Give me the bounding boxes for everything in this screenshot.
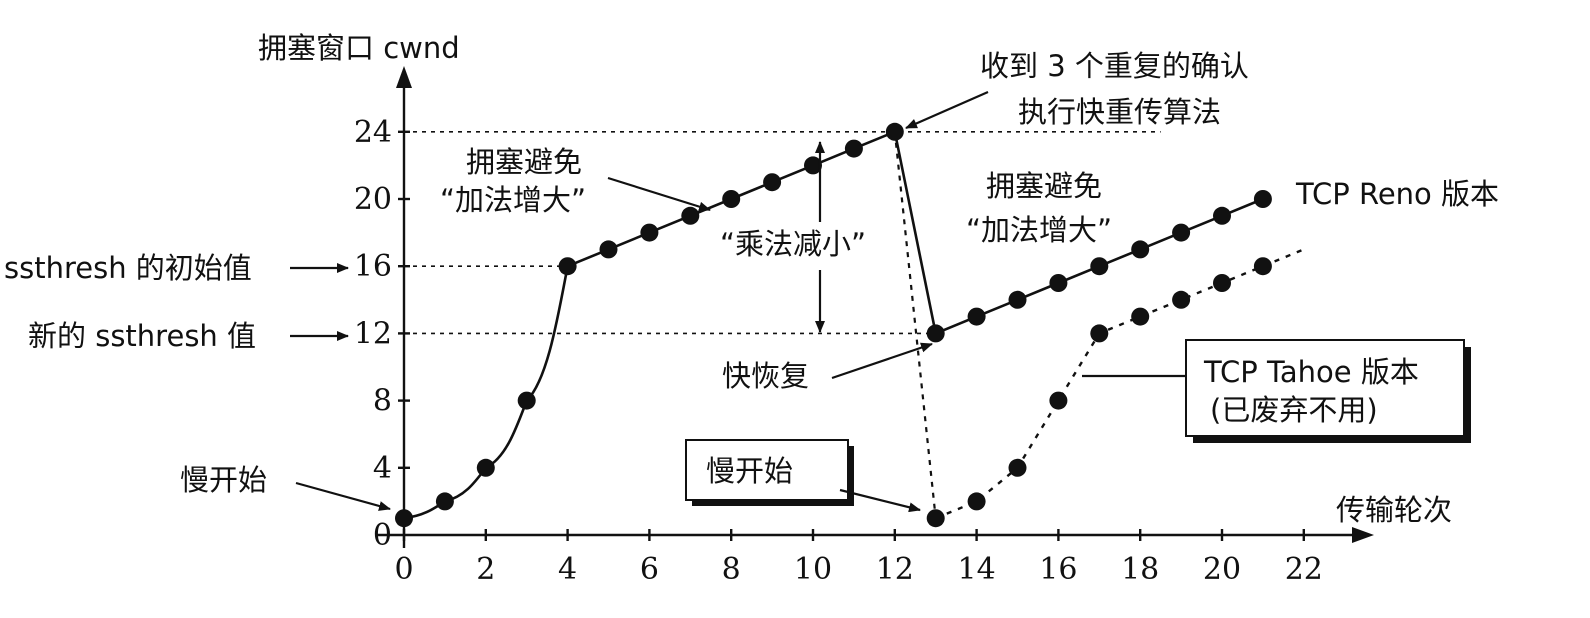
tahoe-label-2: (已废弃不用) [1210, 393, 1378, 427]
reno-point [1172, 223, 1191, 242]
y-axis-label: 拥塞窗口 cwnd [258, 31, 460, 65]
x-tick-label: 18 [1121, 552, 1159, 587]
reno-series-line [567, 129, 1264, 336]
tahoe-point [1213, 274, 1231, 292]
slow-start-arrow-2 [839, 488, 921, 513]
x-tick-label: 16 [1039, 552, 1077, 587]
cong-avoid-label-1b: “加法增大” [440, 183, 586, 217]
fast-retransmit-label-2: 执行快重传算法 [1018, 95, 1221, 129]
tahoe-point [926, 509, 945, 528]
fast-retransmit-label-1: 收到 3 个重复的确认 [980, 49, 1249, 83]
x-tick-label: 2 [476, 552, 495, 587]
tahoe-point [1049, 391, 1068, 410]
x-tick-label: 22 [1285, 552, 1323, 587]
tahoe-box [1185, 339, 1465, 437]
reno-point [1213, 206, 1231, 225]
x-axis-label: 传输轮次 [1336, 493, 1452, 527]
reference-lines [404, 131, 1161, 335]
x-tick-label: 12 [876, 552, 914, 587]
ssthresh-new-label: 新的 ssthresh 值 [28, 319, 256, 353]
fast-recovery-arrow [831, 342, 933, 380]
reno-point [517, 391, 536, 410]
reno-point [844, 139, 863, 158]
reno-point [885, 122, 904, 141]
marker-layer [395, 122, 1272, 528]
slow-start-label-2: 慢开始 [706, 454, 793, 488]
tahoe-series-line [935, 248, 1305, 520]
tahoe-point [1253, 257, 1272, 276]
reno-label: TCP Reno 版本 [1295, 177, 1499, 211]
y-tick-label: 12 [354, 316, 392, 351]
tahoe-label-1: TCP Tahoe 版本 [1203, 355, 1419, 389]
x-tick-label: 10 [794, 552, 832, 587]
reno-point [1049, 274, 1068, 292]
slow-start-arrow-1 [295, 481, 391, 511]
reno-point [395, 509, 413, 528]
fast-recovery-label: 快恢复 [722, 359, 809, 393]
reno-point [967, 307, 986, 326]
reno-point [558, 257, 577, 276]
x-tick-group: 0 2 4 6 8 10 12 14 16 18 20 22 [394, 529, 1323, 587]
reno-point [599, 240, 618, 259]
y-tick-group: 0 4 8 12 16 20 24 [354, 115, 410, 553]
reno-point [763, 173, 782, 192]
tahoe-drop-line [893, 131, 937, 519]
tahoe-point [1008, 458, 1027, 477]
reno-point [804, 156, 822, 175]
tahoe-point [1090, 324, 1109, 343]
reno-point [640, 223, 659, 242]
tahoe-point [967, 492, 986, 511]
reno-point [722, 190, 741, 208]
ssthresh-initial-label: ssthresh 的初始值 [4, 251, 252, 285]
fast-retransmit-arrow [905, 90, 989, 130]
y-tick-label: 16 [354, 249, 392, 284]
slow-start-box [685, 439, 849, 501]
reno-point [926, 324, 945, 343]
reno-point [1253, 190, 1272, 208]
reno-point [435, 492, 454, 511]
reno-point [681, 206, 700, 225]
x-tick-label: 6 [640, 552, 659, 587]
x-tick-label: 20 [1203, 552, 1241, 587]
x-tick-label: 4 [558, 552, 577, 587]
x-tick-label: 14 [958, 552, 996, 587]
mult-decrease-label: “乘法减小” [720, 227, 866, 261]
tahoe-point [1172, 290, 1191, 309]
reno-point [476, 458, 495, 477]
x-tick-label: 8 [722, 552, 741, 587]
y-axis-arrowhead [396, 66, 412, 88]
cong-avoid-arrow-1 [607, 176, 711, 212]
cong-avoid-label-2b: “加法增大” [966, 213, 1112, 247]
slow-start-label-1: 慢开始 [180, 463, 267, 497]
y-tick-label: 20 [354, 182, 392, 217]
reno-point [1090, 257, 1109, 276]
tahoe-point [1131, 307, 1150, 326]
cong-avoid-label-1a: 拥塞避免 [466, 145, 582, 179]
y-tick-label: 4 [373, 451, 392, 486]
x-tick-label: 0 [394, 552, 413, 587]
reno-point [1131, 240, 1150, 259]
cong-avoid-label-2a: 拥塞避免 [986, 169, 1102, 203]
y-tick-label: 0 [373, 518, 392, 553]
y-tick-label: 24 [354, 115, 392, 150]
reno-point [1008, 290, 1027, 309]
x-axis-arrowhead [1352, 527, 1374, 543]
y-tick-label: 8 [373, 384, 392, 419]
reno-slow-start-curve [403, 265, 569, 520]
